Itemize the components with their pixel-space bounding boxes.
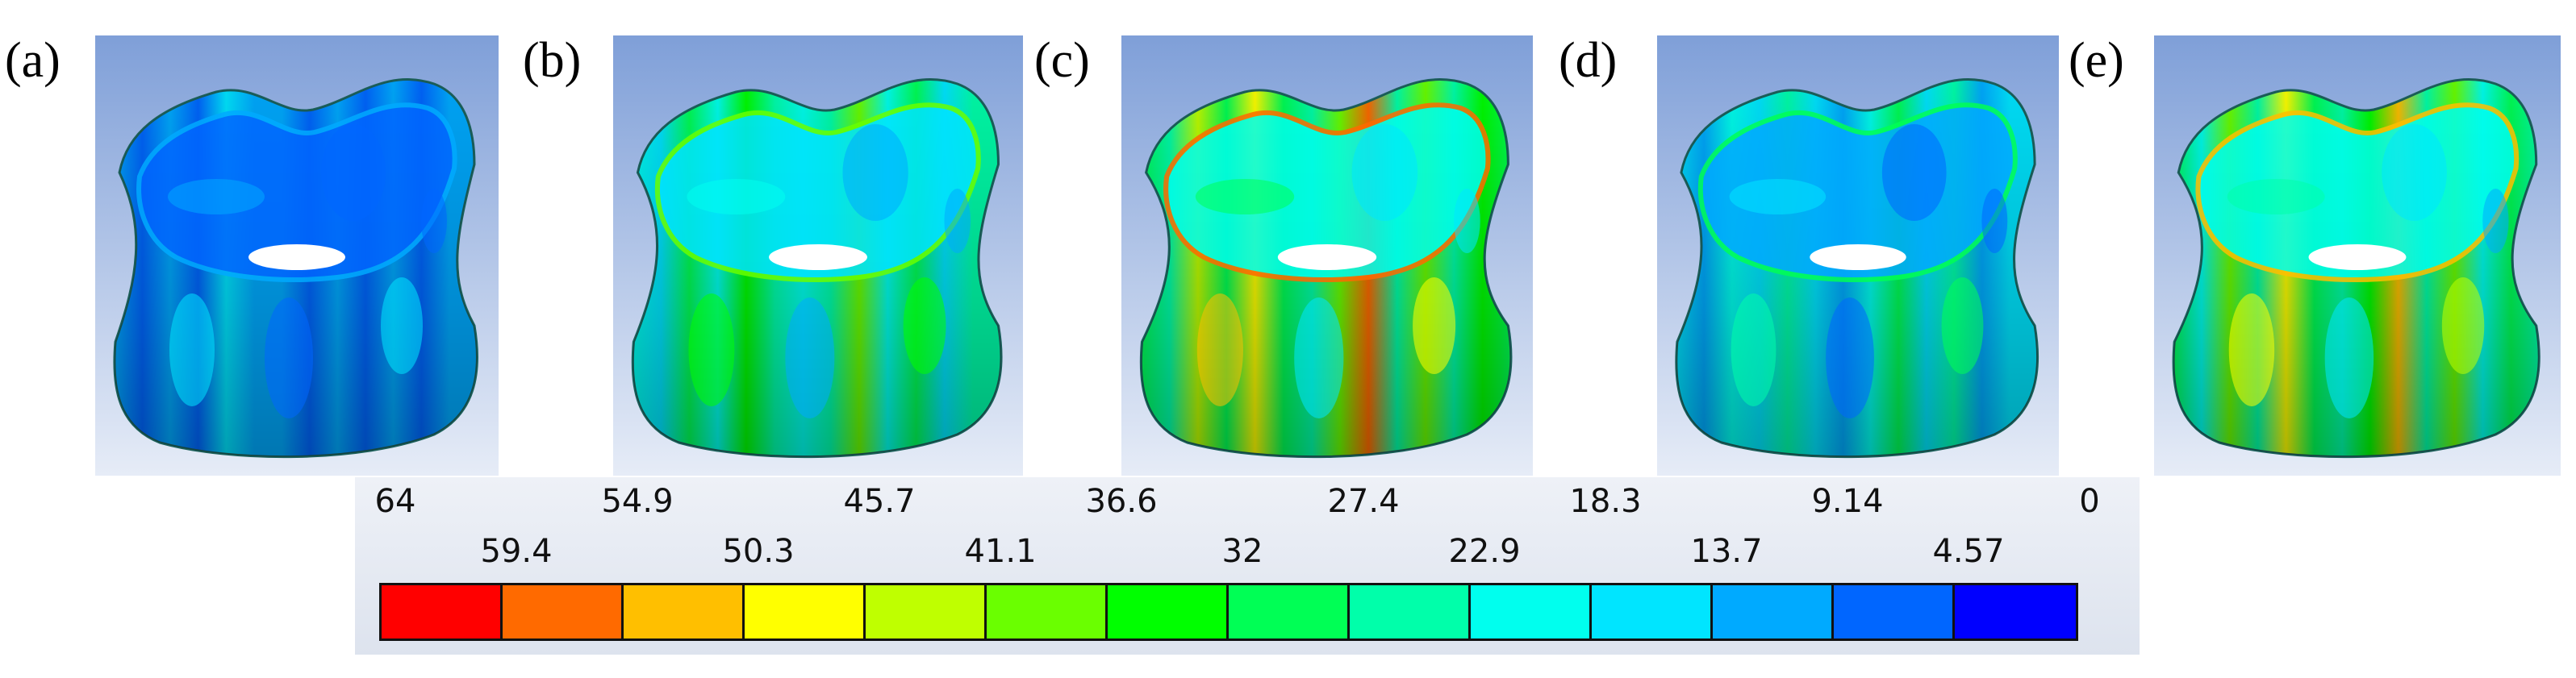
legend-swatch-10: [1592, 585, 1713, 638]
color-legend: 64 54.9 45.7 36.6 27.4 18.3 9.14 0 59.4 50.3 41.1…: [355, 477, 2140, 655]
legend-tick-upper: 64: [374, 483, 416, 520]
legend-swatch-9: [1471, 585, 1592, 638]
stress-contour: [169, 293, 215, 406]
stress-contour: [1826, 297, 1874, 418]
legend-tick-lower: 32: [1221, 533, 1263, 570]
stress-contour: [1294, 297, 1344, 418]
panel-label-a: (a): [5, 33, 61, 88]
stress-contour: [1454, 189, 1480, 253]
panel-b-image: [613, 35, 1023, 476]
stress-contour: [1941, 277, 1984, 374]
stress-contour: [842, 124, 908, 221]
legend-swatch-0: [382, 585, 503, 638]
stress-contour: [1729, 179, 1827, 214]
stress-contour: [1351, 124, 1418, 221]
legend-tick-lower: 59.4: [480, 533, 553, 570]
tube-bottom-opening: [1810, 244, 1906, 270]
tube-bottom-opening: [2308, 244, 2407, 270]
stress-contour: [688, 293, 735, 406]
tube-bottom-opening: [248, 244, 345, 270]
legend-tick-lower: 41.1: [964, 533, 1037, 570]
panel-label-c: (c): [1034, 33, 1090, 88]
stress-contour: [421, 189, 447, 253]
panel-label-e: (e): [2069, 33, 2124, 88]
stress-contour: [1881, 124, 1947, 221]
panel-label-d: (d): [1559, 33, 1618, 88]
stress-contour: [265, 297, 313, 418]
tube-bottom-opening: [1277, 244, 1377, 270]
stress-contour: [168, 179, 265, 214]
legend-swatch-7: [1229, 585, 1350, 638]
stress-contour: [944, 189, 971, 253]
legend-tick-upper: 18.3: [1569, 483, 1642, 520]
legend-colorbar: [379, 583, 2078, 641]
stress-contour: [903, 277, 946, 374]
legend-swatch-12: [1834, 585, 1955, 638]
legend-tick-lower: 4.57: [1932, 533, 2005, 570]
tube-bottom-opening: [769, 244, 867, 270]
legend-tick-upper: 9.14: [1811, 483, 1884, 520]
stress-contour: [2324, 297, 2374, 418]
stress-contour: [2382, 124, 2447, 221]
panel-a-image: [95, 35, 499, 476]
legend-tick-lower: 50.3: [722, 533, 795, 570]
legend-tick-upper: 0: [2079, 483, 2100, 520]
panel-e-image: [2154, 35, 2561, 476]
stress-contour: [381, 277, 423, 374]
stress-contour: [1195, 179, 1295, 214]
stress-contour: [2441, 277, 2485, 374]
stress-contour: [2482, 189, 2509, 253]
stress-contour: [321, 124, 386, 221]
legend-swatch-6: [1108, 585, 1229, 638]
stress-contour: [1413, 277, 1456, 374]
stress-contour: [2228, 293, 2275, 406]
stress-contour: [1731, 293, 1776, 406]
legend-swatch-4: [866, 585, 987, 638]
stress-contour: [1981, 189, 2008, 253]
stress-contour: [785, 297, 835, 418]
panel-c-image: [1121, 35, 1533, 476]
stress-contour: [687, 179, 786, 214]
legend-swatch-8: [1350, 585, 1471, 638]
panel-d-image: [1657, 35, 2059, 476]
legend-swatch-5: [987, 585, 1108, 638]
panel-label-b: (b): [523, 33, 582, 88]
legend-tick-lower: 22.9: [1448, 533, 1521, 570]
legend-tick-upper: 27.4: [1327, 483, 1400, 520]
legend-swatch-1: [503, 585, 624, 638]
stress-contour: [1196, 293, 1243, 406]
legend-tick-upper: 45.7: [843, 483, 916, 520]
legend-tick-upper: 54.9: [601, 483, 674, 520]
legend-swatch-2: [624, 585, 745, 638]
legend-tick-upper: 36.6: [1085, 483, 1158, 520]
legend-swatch-11: [1713, 585, 1834, 638]
legend-swatch-13: [1955, 585, 2076, 638]
legend-swatch-3: [745, 585, 866, 638]
legend-tick-lower: 13.7: [1690, 533, 1763, 570]
stress-contour: [2227, 179, 2325, 214]
